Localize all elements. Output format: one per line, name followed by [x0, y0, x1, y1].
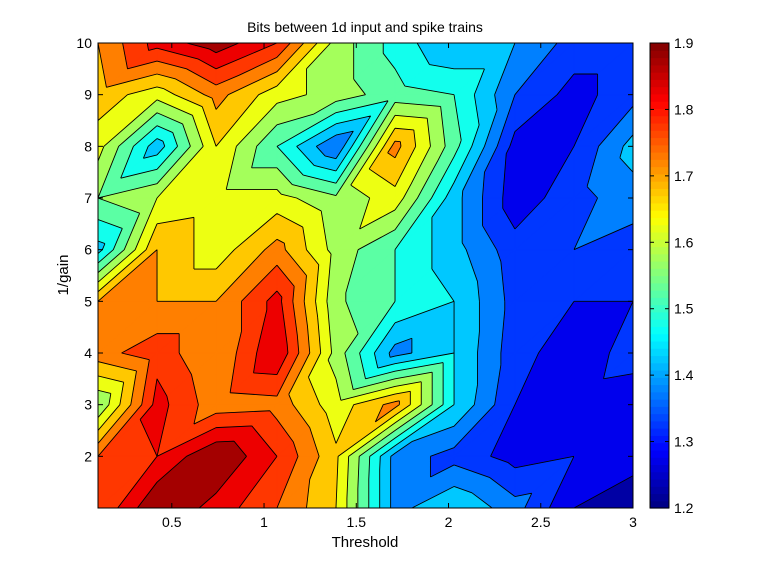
colorbar-step [650, 457, 669, 466]
x-axis-label: Threshold [332, 534, 399, 551]
colorbar-frame [649, 42, 670, 509]
colorbar-step [650, 188, 669, 197]
colorbar-step [650, 43, 669, 51]
y-tick-label: 9 [84, 87, 92, 103]
colorbar-step [650, 384, 669, 393]
colorbar-step [650, 86, 669, 95]
y-tick-label: 7 [84, 190, 92, 206]
y-axis-ticks: 2 3 4 5 6 7 8 9 10 [76, 35, 633, 464]
colorbar-tick-label: 1.6 [674, 234, 694, 250]
colorbar-step [650, 181, 669, 189]
x-tick-label: 2.5 [531, 514, 551, 530]
colorbar-tick-label: 1.3 [674, 434, 694, 450]
colorbar-step [650, 369, 669, 378]
colorbar-step [650, 449, 669, 458]
colorbar-step [650, 275, 669, 284]
colorbar-step [650, 72, 669, 80]
colorbar-step [650, 115, 669, 124]
colorbar-step [650, 340, 669, 349]
colorbar-step [650, 391, 669, 400]
colorbar-step [650, 362, 669, 371]
x-tick-label: 0.5 [162, 514, 182, 530]
colorbar-step [650, 101, 669, 109]
colorbar-step [650, 311, 669, 320]
colorbar-tick-label: 1.8 [674, 101, 694, 117]
colorbar-step [650, 79, 669, 88]
colorbar-step [650, 195, 669, 204]
contour-lines [98, 43, 633, 508]
x-axis-ticks: 0.5 1 1.5 2 2.5 3 [162, 43, 637, 530]
colorbar-step [650, 166, 669, 175]
colorbar-tick-label: 1.4 [674, 367, 694, 383]
y-tick-label: 4 [84, 345, 92, 361]
colorbar-step [650, 435, 669, 444]
colorbar-step [650, 464, 669, 473]
colorbar-step [650, 420, 669, 429]
colorbar-step [650, 151, 669, 160]
colorbar-step [650, 399, 669, 407]
colorbar-step [650, 173, 669, 182]
colorbar-step [650, 377, 669, 386]
y-tick-label: 6 [84, 242, 92, 258]
x-tick-label: 2 [445, 514, 453, 530]
colorbar-step [650, 57, 669, 66]
colorbar-step [650, 319, 669, 327]
colorbar-step [650, 348, 669, 357]
colorbar-step [650, 478, 669, 487]
colorbar-step [650, 50, 669, 59]
colorbar-tick-label: 1.5 [674, 301, 694, 317]
colorbar-tick-label: 1.7 [674, 168, 694, 184]
y-tick-label: 2 [84, 448, 92, 464]
x-tick-label: 1.5 [347, 514, 367, 530]
colorbar-step [650, 64, 669, 73]
colorbar-step [650, 326, 669, 335]
y-tick-label: 5 [84, 293, 92, 309]
colorbar-step [650, 486, 669, 495]
x-tick-label: 1 [260, 514, 268, 530]
colorbar-step [650, 246, 669, 255]
chart-title: Bits between 1d input and spike trains [247, 19, 483, 35]
colorbar-step [650, 333, 669, 342]
colorbar-step [650, 108, 669, 117]
colorbar-tick-label: 1.9 [674, 35, 694, 51]
y-tick-label: 10 [76, 35, 92, 51]
colorbar-step [650, 428, 669, 436]
colorbar-tick-label: 1.2 [674, 500, 694, 516]
y-tick-label: 8 [84, 138, 92, 154]
y-tick-label: 3 [84, 397, 92, 413]
colorbar-step [650, 260, 669, 269]
colorbar-step [650, 137, 669, 146]
colorbar-step [650, 442, 669, 451]
contour-fill-layer [98, 43, 633, 508]
colorbar-step [650, 290, 669, 298]
colorbar-step [650, 282, 669, 291]
colorbar-step [650, 202, 669, 211]
colorbar-step [650, 93, 669, 102]
colorbar-step [650, 471, 669, 480]
colorbar-step [650, 268, 669, 277]
colorbar-step [650, 224, 669, 233]
colorbar-step [650, 159, 669, 168]
x-tick-label: 3 [629, 514, 637, 530]
colorbar-step [650, 493, 669, 502]
colorbar-step [650, 253, 669, 262]
colorbar-step [650, 210, 669, 218]
colorbar-step [650, 406, 669, 415]
colorbar-step [650, 355, 669, 364]
colorbar-step [650, 217, 669, 226]
colorbar-step [650, 297, 669, 306]
colorbar-step [650, 500, 669, 509]
colorbar-step [650, 239, 669, 248]
colorbar-step [650, 130, 669, 139]
colorbar-step [650, 231, 669, 240]
colorbar-step [650, 144, 669, 153]
y-axis-label: 1/gain [55, 255, 72, 296]
colorbar-ticks: 1.2 1.3 1.4 1.5 1.6 1.7 1.8 1.9 [650, 35, 694, 516]
colorbar-step [650, 413, 669, 422]
colorbar-step [650, 304, 669, 313]
colorbar-step [650, 122, 669, 131]
colorbar-gradient [650, 43, 669, 509]
plot-frame [97, 42, 634, 509]
